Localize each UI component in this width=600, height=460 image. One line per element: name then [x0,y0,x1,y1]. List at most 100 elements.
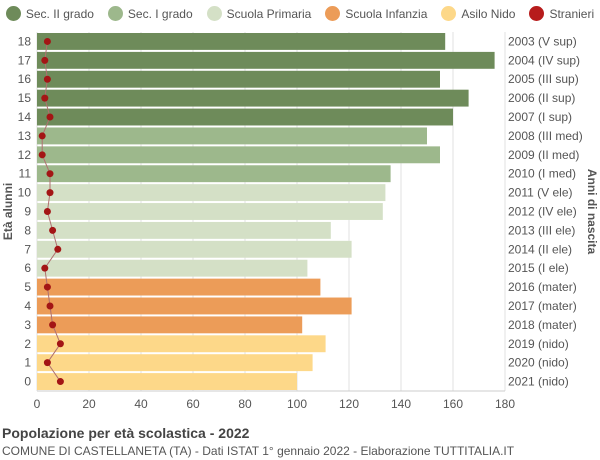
birth-year-label: 2012 (IV ele) [508,205,577,219]
stranieri-point [46,170,54,178]
birth-year-label: 2011 (V ele) [508,186,572,200]
birth-year-label: 2016 (mater) [508,280,577,294]
birth-year-label: 2014 (II ele) [508,242,572,256]
age-label: 0 [24,375,31,389]
x-tick-label: 100 [287,397,307,411]
bar [37,278,321,296]
bar [37,127,427,145]
age-label: 14 [18,110,32,124]
legend-item: Stranieri [529,6,594,21]
stranieri-point [46,113,54,121]
birth-year-label: 2004 (IV sup) [508,53,580,67]
legend-swatch [206,6,222,21]
age-label: 16 [18,72,32,86]
legend-item: Scuola Infanzia [325,6,427,21]
bar [37,316,303,334]
age-label: 6 [24,261,31,275]
y-axis-label-right: Anni di nascita [585,169,599,255]
bar [37,51,495,69]
bar [37,373,297,390]
bar [37,203,383,220]
birth-year-label: 2009 (II med) [508,148,579,162]
birth-year-label: 2010 (I med) [508,167,576,181]
birth-year-label: 2007 (I sup) [508,110,572,124]
age-label: 9 [24,205,31,219]
bar [37,259,308,277]
legend-label: Stranieri [549,6,595,21]
birth-year-label: 2021 (nido) [508,375,569,389]
age-label: 2 [24,337,31,351]
legend-item: Sec. II grado [5,6,94,21]
bar [37,70,440,88]
age-label: 11 [19,167,32,181]
birth-year-label: 2018 (mater) [508,318,577,332]
stranieri-point [56,378,64,386]
x-tick-label: 120 [339,397,359,411]
x-tick-label: 40 [134,397,148,411]
age-label: 8 [24,223,31,237]
stranieri-point [49,226,57,234]
x-tick-label: 60 [186,397,200,411]
age-label: 10 [18,186,32,200]
legend-item: Sec. I grado [107,6,193,21]
age-label: 4 [24,299,31,313]
bar [37,146,440,164]
legend-label: Sec. I grado [127,6,193,21]
legend-label: Asilo Nido [461,6,516,21]
age-label: 7 [24,242,31,256]
bar [37,184,386,202]
bar [37,108,453,126]
legend-swatch [5,6,21,21]
x-tick-label: 20 [82,397,96,411]
birth-year-label: 2019 (nido) [508,337,569,351]
bar [37,354,313,372]
y-axis-label: Età alunni [1,183,15,240]
chart-subtitle: COMUNE DI CASTELLANETA (TA) - Dati ISTAT… [2,444,515,458]
stranieri-point [41,264,49,272]
legend: Sec. II grado Sec. I grado Scuola Primaria… [0,6,600,21]
stranieri-point [43,208,51,215]
x-tick-label: 0 [34,397,41,411]
birth-year-label: 2015 (I ele) [508,261,569,275]
x-tick-label: 140 [391,397,411,411]
stranieri-point [43,75,51,83]
stranieri-point [56,340,64,348]
legend-item: Asilo Nido [441,6,515,21]
chart-title: Popolazione per età scolastica - 2022 [2,425,250,441]
legend-swatch [529,6,545,21]
x-tick-label: 80 [238,397,252,411]
stranieri-point [41,56,49,64]
stranieri-point [43,283,51,291]
x-tick-label: 180 [495,397,515,411]
legend-swatch [107,6,123,21]
stranieri-point [43,37,51,45]
legend-label: Sec. II grado [25,6,94,21]
stranieri-point [46,189,54,197]
stranieri-point [43,359,51,367]
bar [37,221,331,239]
bar [37,335,326,353]
birth-year-label: 2013 (III ele) [508,223,575,237]
age-label: 15 [18,91,32,105]
birth-year-label: 2008 (III med) [508,129,583,143]
birth-year-label: 2017 (mater) [508,299,577,313]
birth-year-label: 2020 (nido) [508,356,569,370]
legend-item: Scuola Primaria [206,6,311,21]
age-label: 18 [18,34,32,48]
age-label: 12 [18,148,32,162]
stranieri-point [49,321,57,329]
stranieri-point [46,302,54,310]
bar [37,240,352,258]
stranieri-point [38,151,46,159]
stranieri-point [54,245,62,253]
age-label: 13 [18,129,32,143]
legend-swatch [441,6,457,21]
bar [37,33,446,50]
legend-swatch [325,6,341,21]
x-tick-label: 160 [443,397,463,411]
age-label: 3 [24,318,31,332]
age-label: 5 [24,280,31,294]
bar [37,297,352,315]
bar [37,165,391,183]
